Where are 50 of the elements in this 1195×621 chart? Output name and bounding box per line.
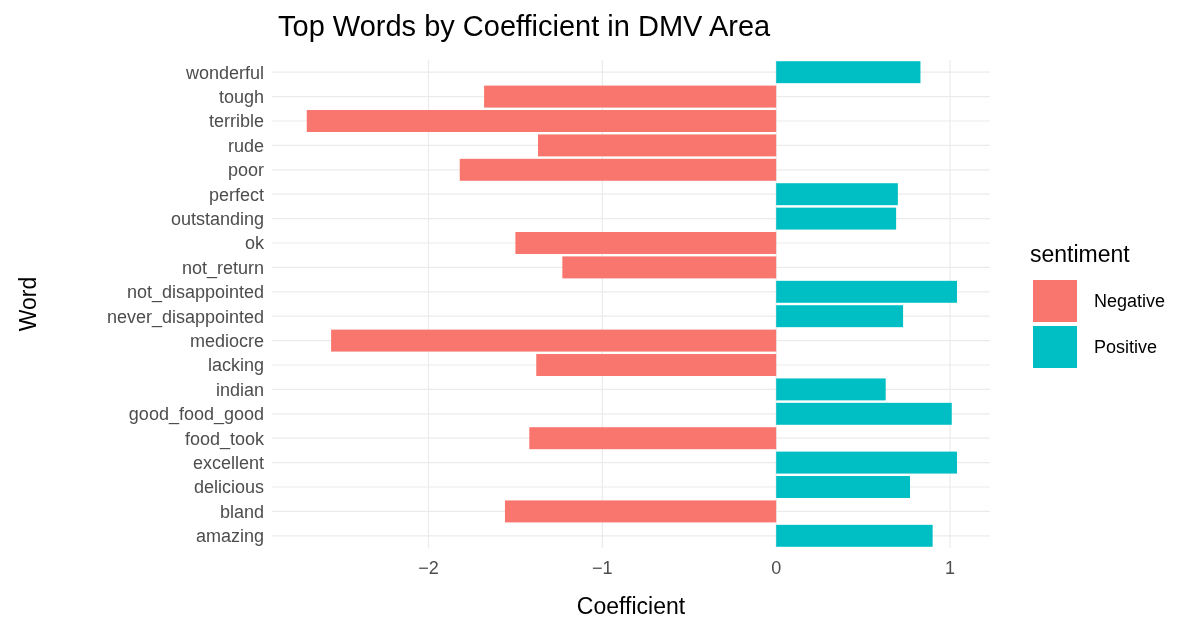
y-tick-label: perfect (208, 184, 264, 205)
legend-label: Negative (1094, 291, 1166, 312)
y-tick-label: never_disappointed (106, 306, 264, 328)
legend-title: sentiment (1030, 241, 1131, 267)
bar (306, 110, 777, 132)
y-tick-label: poor (227, 160, 264, 181)
y-tick-label: food_took (184, 428, 265, 450)
bar (459, 158, 777, 181)
bar (484, 85, 777, 108)
bar (562, 256, 777, 279)
y-tick-label: terrible (208, 111, 264, 132)
bar (776, 183, 898, 206)
bar (776, 524, 933, 547)
y-tick-label: indian (215, 379, 264, 400)
x-tick-label: −2 (418, 558, 439, 578)
x-tick-label: −1 (592, 558, 613, 578)
bar (776, 280, 957, 303)
y-tick-label: tough (218, 86, 264, 107)
bar (776, 402, 952, 425)
x-tick-label: 0 (771, 558, 782, 578)
y-axis-title: Word (15, 276, 41, 332)
x-tick-label: 1 (945, 558, 956, 578)
y-tick-label: bland (219, 501, 264, 522)
bar (776, 305, 904, 328)
legend-label: Positive (1094, 337, 1158, 358)
y-tick-label: wonderful (184, 62, 264, 83)
y-tick-label: not_disappointed (126, 282, 264, 304)
bar (776, 378, 886, 401)
bar (537, 134, 777, 157)
chart-title: Top Words by Coefficient in DMV Area (278, 10, 772, 42)
bar (536, 354, 777, 376)
bar (776, 476, 911, 498)
bar (515, 232, 777, 254)
bar (776, 61, 921, 84)
bar (331, 329, 777, 352)
y-tick-label: delicious (193, 477, 264, 498)
bar (529, 427, 777, 450)
bar (776, 207, 897, 230)
y-tick-label: not_return (181, 257, 264, 279)
y-tick-label: ok (244, 233, 265, 254)
y-tick-label: excellent (192, 452, 264, 473)
y-tick-label: lacking (207, 355, 264, 376)
bar (776, 451, 957, 474)
y-tick-label: outstanding (170, 208, 264, 229)
y-tick-label: rude (227, 135, 264, 156)
y-tick-label: amazing (195, 526, 264, 547)
y-tick-label: mediocre (189, 330, 264, 351)
y-tick-label: good_food_good (128, 404, 264, 426)
x-axis-title: Coefficient (576, 593, 686, 619)
bar (504, 500, 777, 523)
